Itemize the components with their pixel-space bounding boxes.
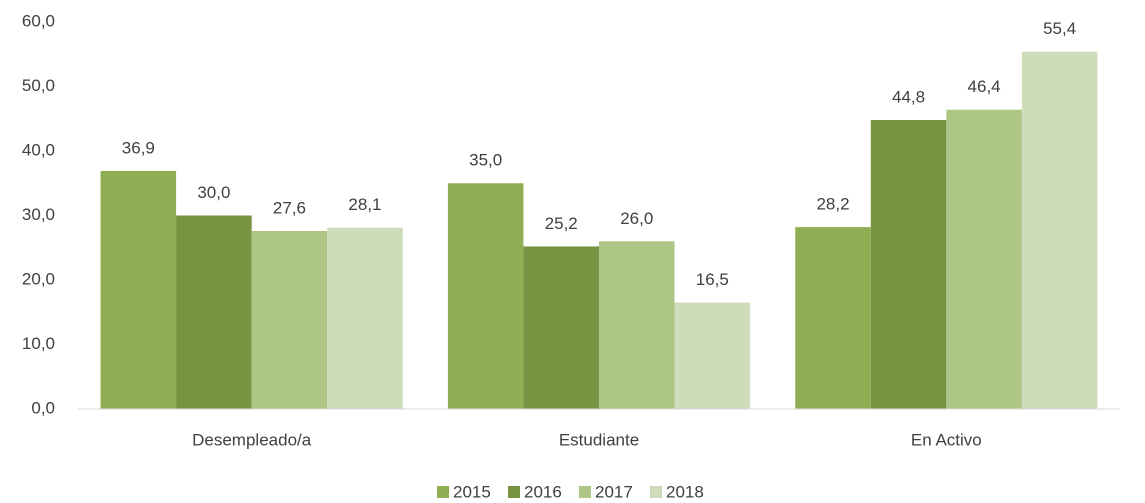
bar <box>327 227 403 409</box>
y-tick-label: 30,0 <box>22 205 55 224</box>
y-tick-label: 60,0 <box>22 11 55 30</box>
value-label: 35,0 <box>469 151 502 170</box>
bar <box>100 170 177 409</box>
bar <box>251 230 328 409</box>
value-label: 36,9 <box>122 138 155 157</box>
value-label: 46,4 <box>968 77 1001 96</box>
bar <box>1021 51 1098 410</box>
bar <box>674 302 751 409</box>
value-label: 25,2 <box>545 214 578 233</box>
legend-swatch <box>650 486 662 498</box>
bar <box>447 183 524 409</box>
value-label: 28,2 <box>816 195 849 214</box>
value-label: 26,0 <box>620 209 653 228</box>
legend-label: 2018 <box>666 482 704 501</box>
value-label: 30,0 <box>197 183 230 202</box>
value-label: 27,6 <box>273 198 306 217</box>
bar <box>599 241 675 409</box>
bar <box>176 215 252 409</box>
legend-label: 2017 <box>595 482 633 501</box>
bar <box>870 120 947 409</box>
legend-swatch <box>508 486 520 498</box>
y-tick-label: 10,0 <box>22 334 55 353</box>
y-tick-label: 50,0 <box>22 76 55 95</box>
y-tick-label: 40,0 <box>22 140 55 159</box>
bar <box>523 246 599 409</box>
value-label: 44,8 <box>892 88 925 107</box>
value-label: 28,1 <box>348 195 381 214</box>
bar <box>946 109 1022 409</box>
x-tick-label: Desempleado/a <box>192 430 312 449</box>
y-tick-label: 0,0 <box>31 398 55 417</box>
bar <box>795 227 871 409</box>
legend-swatch <box>437 486 449 498</box>
y-tick-label: 20,0 <box>22 269 55 288</box>
value-label: 16,5 <box>696 270 729 289</box>
legend-label: 2016 <box>524 482 562 501</box>
x-tick-label: Estudiante <box>559 430 639 449</box>
legend-label: 2015 <box>453 482 491 501</box>
legend-swatch <box>579 486 591 498</box>
value-label: 55,4 <box>1043 19 1076 38</box>
x-tick-label: En Activo <box>911 430 982 449</box>
